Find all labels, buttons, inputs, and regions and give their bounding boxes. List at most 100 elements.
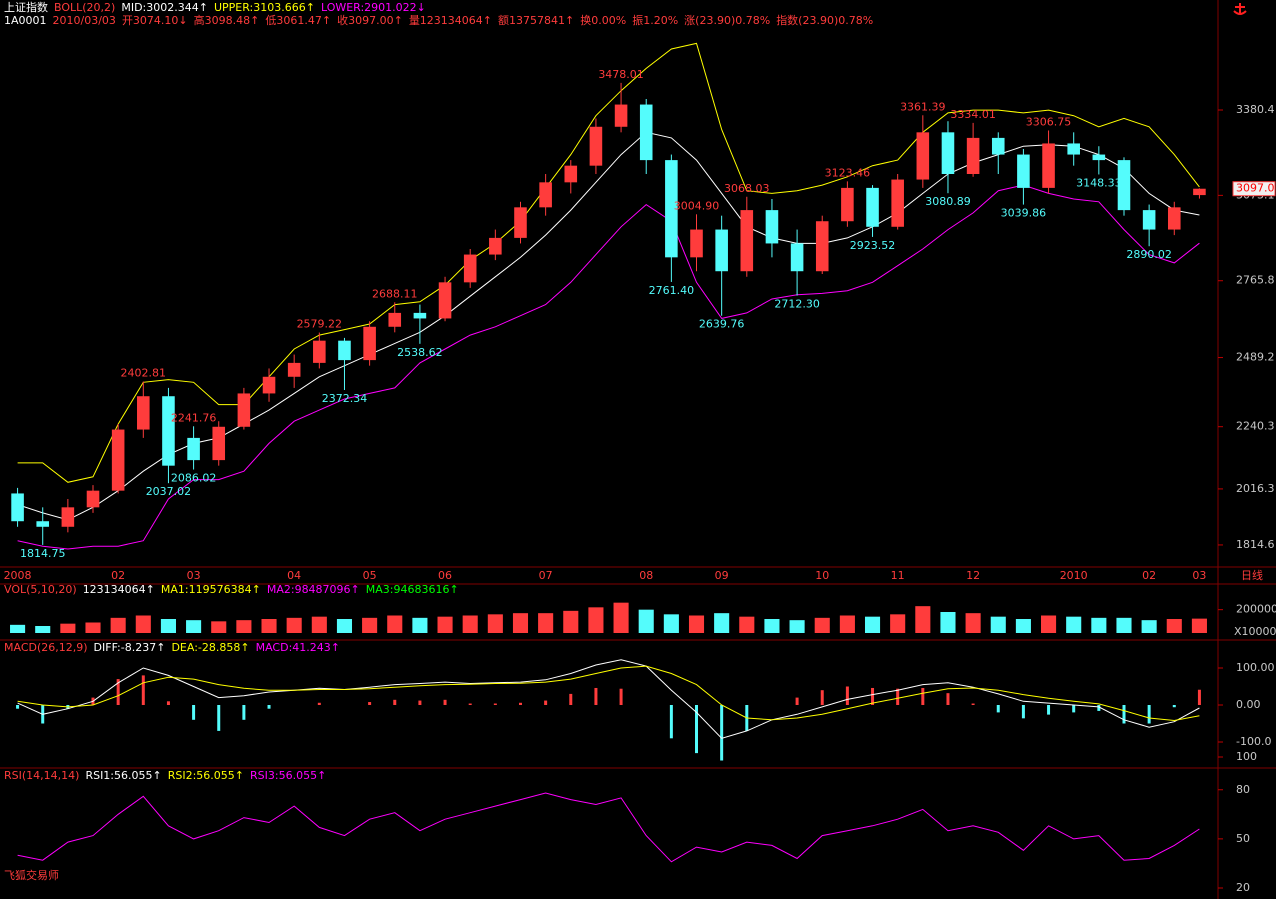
x-tick-label: 04 xyxy=(287,569,301,582)
candle-body xyxy=(966,137,980,174)
candle-body xyxy=(36,521,50,527)
volume-bar xyxy=(362,617,378,633)
candle-body xyxy=(991,137,1005,155)
candle-body xyxy=(1167,207,1181,230)
volume-bar xyxy=(789,620,805,633)
candle-body xyxy=(1042,143,1055,188)
candle-body xyxy=(941,132,955,174)
volume-bar xyxy=(1091,617,1107,633)
legend-line: VOL(5,10,20) 123134064↑ MA1:119576384↑ MA2:… xyxy=(4,583,459,596)
candle-body xyxy=(765,210,779,244)
candle-body xyxy=(11,493,24,522)
y-tick-label: 100.00 xyxy=(1236,661,1275,674)
low-label: 1814.75 xyxy=(20,547,66,560)
high-label: 3004.90 xyxy=(674,199,720,212)
candle-body xyxy=(790,243,804,272)
volume-bar xyxy=(10,624,26,633)
legend-entry: DIFF:-8.237↑ xyxy=(94,641,166,654)
series-line xyxy=(17,665,1200,722)
high-label: 2688.11 xyxy=(372,287,418,300)
legend-entry: 低3061.47↑ xyxy=(265,14,331,27)
legend-entry: UPPER:3103.666↑ xyxy=(214,1,315,14)
candle-body xyxy=(162,396,175,466)
volume-bar xyxy=(110,617,126,633)
volume-bar xyxy=(336,619,353,633)
y-tick-label: -100.0 xyxy=(1236,735,1271,748)
legend-entry: 额13757841↑ xyxy=(498,14,574,27)
low-label: 2923.52 xyxy=(850,239,896,252)
volume-bar xyxy=(688,615,705,633)
candle-body xyxy=(388,312,402,327)
low-label: 2037.02 xyxy=(146,485,192,498)
volume-bar xyxy=(638,609,654,633)
candle-body xyxy=(614,104,628,127)
candle-body xyxy=(338,340,351,361)
high-label: 2579.22 xyxy=(297,318,343,331)
legend-entry: RSI3:56.055↑ xyxy=(250,769,326,782)
legend-entry: MACD:41.243↑ xyxy=(256,641,340,654)
legend-entry: DEA:-28.858↑ xyxy=(171,641,249,654)
series-line xyxy=(17,184,1200,550)
series-line xyxy=(17,659,1200,739)
y-tick-label: 80 xyxy=(1236,783,1250,796)
volume-bar xyxy=(764,619,780,633)
candle-body xyxy=(715,229,728,272)
legend-entry: 123134064↑ xyxy=(83,583,155,596)
legend-entry: LOWER:2901.022↓ xyxy=(321,1,426,14)
y-tick-label: 0.00 xyxy=(1236,698,1261,711)
candle-body xyxy=(665,160,678,258)
volume-bar xyxy=(1116,617,1132,633)
candle-body xyxy=(463,254,477,283)
candle-body xyxy=(237,393,251,427)
legend-entry: 上证指数 xyxy=(4,0,48,14)
legend-entry: 1A0001 xyxy=(4,14,47,27)
candle-body xyxy=(539,182,552,208)
legend-entry: 指数(23.90)0.78% xyxy=(776,13,873,27)
volume-bar xyxy=(588,607,604,633)
volume-bar xyxy=(487,614,503,633)
x-tick-label: 07 xyxy=(539,569,553,582)
candle-body xyxy=(313,340,326,363)
candle-body xyxy=(1092,154,1106,161)
x-tick-label: 08 xyxy=(639,569,653,582)
volume-bar xyxy=(462,615,478,633)
volume-bar xyxy=(714,613,730,633)
legend-entry: MID:3002.344↑ xyxy=(121,1,208,14)
legend-entry: 高3098.48↑ xyxy=(194,13,260,27)
volume-bar xyxy=(613,602,629,633)
candle-body xyxy=(740,210,754,272)
candle-body xyxy=(589,126,603,166)
x-tick-label: 2010 xyxy=(1060,569,1088,582)
x-tick-label: 03 xyxy=(187,569,201,582)
volume-bar xyxy=(1191,618,1207,633)
candle-body xyxy=(564,165,578,183)
high-label: 2402.81 xyxy=(121,367,167,380)
volume-bar xyxy=(512,613,529,633)
high-label: 2241.76 xyxy=(171,411,217,424)
candle-body xyxy=(489,237,502,255)
y-tick-label: 20 xyxy=(1236,881,1250,894)
volume-bar xyxy=(814,617,830,633)
volume-bar xyxy=(135,615,151,633)
y-tick-label: 2489.2 xyxy=(1236,351,1275,364)
x-tick-label: 10 xyxy=(815,569,829,582)
legend-entry: 量123134064↑ xyxy=(409,14,492,27)
last-price-box xyxy=(1232,181,1276,197)
x-tick-label: 09 xyxy=(715,569,729,582)
legend-entry: VOL(5,10,20) xyxy=(4,583,77,596)
y-tick-label: 2765.8 xyxy=(1236,274,1275,287)
legend-entry: MA1:119576384↑ xyxy=(161,583,261,596)
high-label: 3361.39 xyxy=(900,100,946,113)
low-label: 2372.34 xyxy=(322,392,368,405)
volume-bar xyxy=(1166,619,1182,633)
legend-line: RSI(14,14,14) RSI1:56.055↑ RSI2:56.055↑ RSI… xyxy=(4,769,326,782)
x-tick-label: 03 xyxy=(1192,569,1206,582)
volume-bar xyxy=(211,621,227,633)
high-label: 3123.46 xyxy=(825,166,871,179)
volume-bar xyxy=(186,620,202,633)
x-tick-label: 11 xyxy=(891,569,905,582)
volume-bar xyxy=(739,616,755,633)
legend-entry: MA2:98487096↑ xyxy=(267,583,360,596)
